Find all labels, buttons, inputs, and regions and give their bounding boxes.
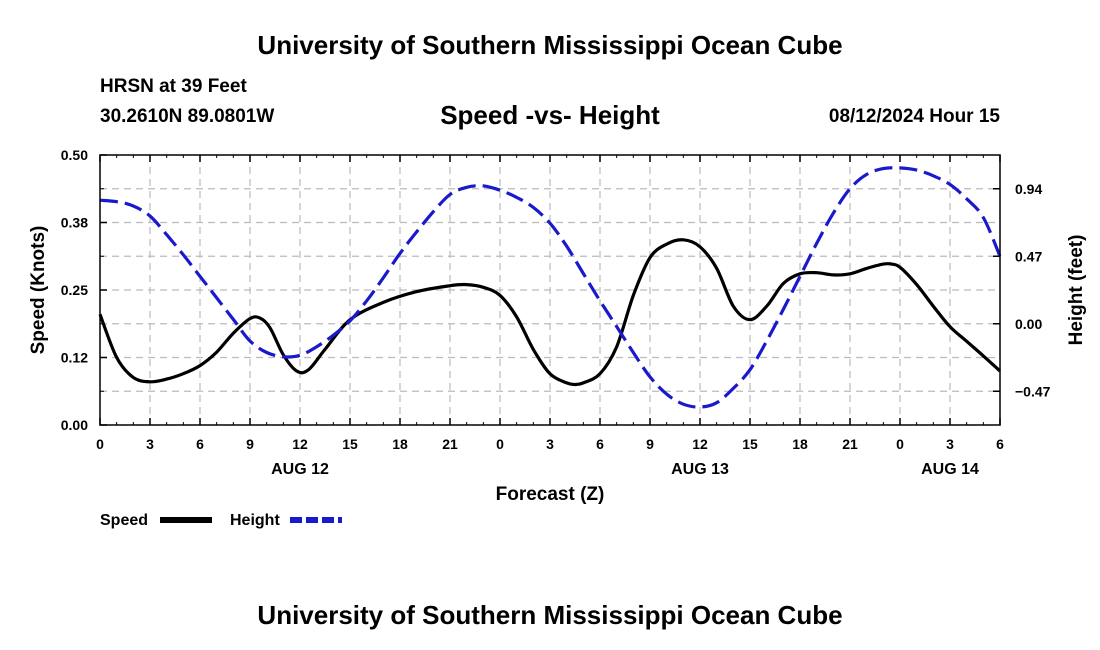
series-layer (98, 166, 1002, 409)
x-tick-label: 15 (742, 436, 758, 452)
y2-tick-label: 0.00 (1015, 316, 1042, 332)
date-label: AUG 13 (671, 461, 729, 478)
y2-axis-title: Height (feet) (1066, 235, 1087, 346)
x-tick-label: 18 (792, 436, 808, 452)
grid-layer (100, 155, 1000, 425)
label-layer: 0 3 6 9 12 15 18 21 0 3 6 9 12 15 18 21 0 3 6 AUG 12 AUG 13 A… (61, 147, 1051, 478)
y-tick-label: 0.12 (61, 350, 88, 366)
speed-height-chart: 0 3 6 9 12 15 18 21 0 3 6 9 12 15 18 21 0 3 6 AUG 12 AUG 13 A… (28, 147, 1087, 529)
x-tick-label: 3 (146, 436, 154, 452)
speed-series-line (98, 238, 1002, 387)
x-tick-label: 15 (342, 436, 358, 452)
y-tick-label: 0.25 (61, 282, 88, 298)
x-tick-label: 21 (842, 436, 858, 452)
x-tick-label: 18 (392, 436, 408, 452)
forecast-datetime: 08/12/2024 Hour 15 (828, 106, 1000, 127)
x-tick-label: 0 (96, 436, 104, 452)
x-tick-label: 0 (896, 436, 904, 452)
station-coordinates: 30.2610N 89.0801W (100, 106, 275, 127)
x-tick-label: 3 (546, 436, 554, 452)
x-tick-label: 6 (996, 436, 1004, 452)
date-label: AUG 12 (271, 461, 329, 478)
x-tick-label: 3 (946, 436, 954, 452)
main-title: University of Southern Mississippi Ocean… (257, 30, 843, 60)
x-tick-label: 9 (646, 436, 654, 452)
x-tick-label: 6 (596, 436, 604, 452)
x-tick-label: 0 (496, 436, 504, 452)
x-tick-label: 12 (292, 436, 308, 452)
y2-tick-label: −0.47 (1015, 383, 1051, 399)
height-series-line (99, 166, 1002, 409)
x-axis-title: Forecast (Z) (496, 484, 605, 505)
x-tick-label: 12 (692, 436, 708, 452)
legend-height-label: Height (230, 512, 280, 529)
y-tick-label: 0.38 (61, 215, 88, 231)
station-label: HRSN at 39 Feet (100, 76, 247, 97)
y-tick-label: 0.50 (61, 147, 88, 163)
date-label: AUG 14 (921, 461, 979, 478)
x-tick-label: 9 (246, 436, 254, 452)
chart-subtitle: Speed -vs- Height (440, 100, 660, 130)
legend-speed-label: Speed (100, 512, 148, 529)
x-tick-label: 6 (196, 436, 204, 452)
y2-tick-label: 0.94 (1015, 181, 1042, 197)
x-tick-label: 21 (442, 436, 458, 452)
footer-title: University of Southern Mississippi Ocean… (257, 600, 843, 630)
legend: Speed Height (100, 512, 342, 529)
y-axis-title: Speed (Knots) (28, 226, 49, 355)
y2-tick-label: 0.47 (1015, 248, 1042, 264)
y-tick-label: 0.00 (61, 417, 88, 433)
plot-frame (99, 154, 1001, 426)
